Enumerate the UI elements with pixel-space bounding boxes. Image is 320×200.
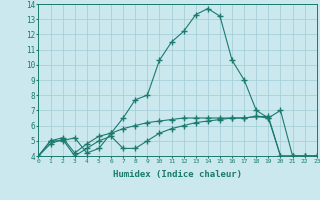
X-axis label: Humidex (Indice chaleur): Humidex (Indice chaleur) <box>113 170 242 179</box>
